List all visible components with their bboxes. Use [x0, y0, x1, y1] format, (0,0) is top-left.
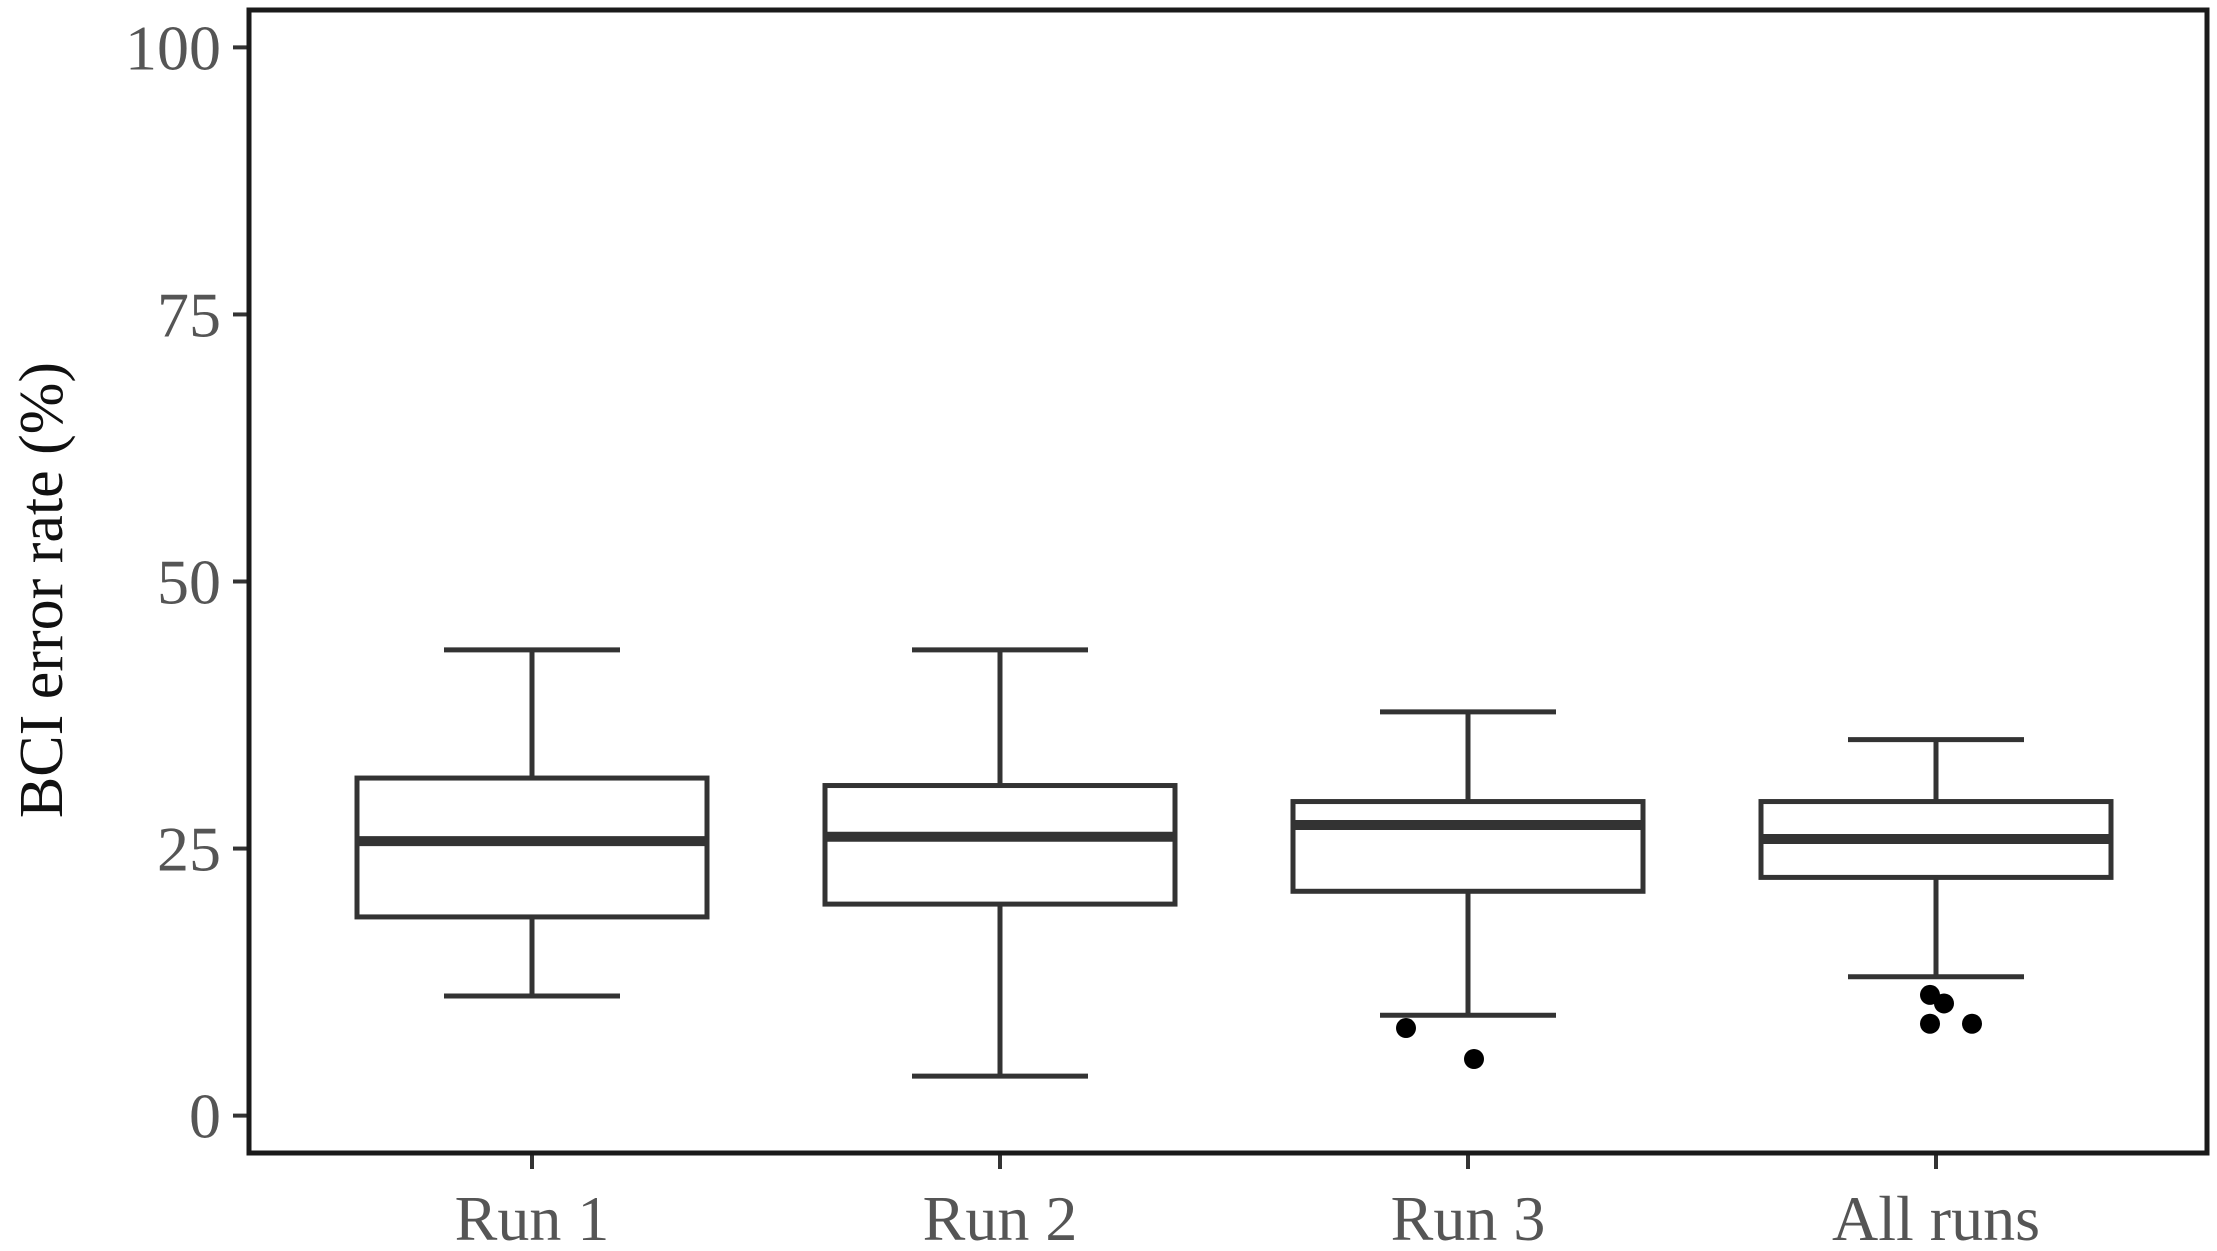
y-tick-label: 50 [157, 547, 221, 618]
y-tick-label: 75 [157, 279, 221, 350]
y-axis: 0 25 50 75 100 [125, 12, 249, 1152]
box-2 [822, 647, 1178, 1079]
y-tick-label: 0 [189, 1081, 221, 1152]
x-axis: Run 1 Run 2 Run 3 All runs [455, 1153, 2040, 1251]
outlier-point [1464, 1048, 1484, 1069]
outlier-point [1962, 1013, 1982, 1034]
iqr-box [1290, 799, 1646, 894]
outlier-point [1934, 993, 1954, 1014]
y-axis-title: BCI error rate (%) [8, 362, 76, 818]
iqr-box [822, 783, 1178, 907]
x-tick-label: Run 1 [455, 1183, 610, 1251]
box-4 [1758, 737, 2114, 1034]
outlier-point [1396, 1018, 1416, 1039]
x-tick-label: Run 2 [923, 1183, 1078, 1251]
plot-frame [246, 7, 2210, 1156]
outlier-point [1920, 1013, 1940, 1034]
iqr-box [354, 775, 710, 920]
y-tick-label: 100 [125, 12, 221, 83]
x-tick-label: All runs [1832, 1183, 2040, 1251]
y-tick-label: 25 [157, 814, 221, 885]
box-1 [354, 647, 710, 999]
x-tick-label: Run 3 [1391, 1183, 1546, 1251]
boxes-group [354, 647, 2114, 1079]
box-3 [1290, 709, 1646, 1069]
